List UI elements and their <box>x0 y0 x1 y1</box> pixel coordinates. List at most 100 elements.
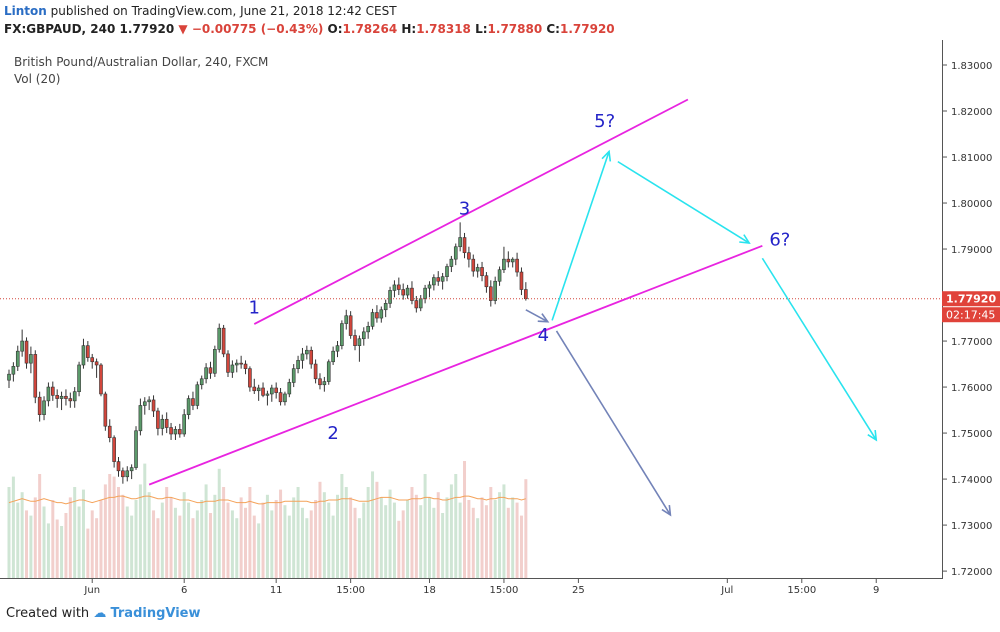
candle-body <box>475 267 480 272</box>
volume-bar <box>187 502 191 578</box>
candle-body <box>90 357 95 363</box>
volume-bar <box>152 510 156 578</box>
candle-body <box>77 364 81 392</box>
volume-bar <box>244 507 248 578</box>
candle <box>55 389 59 408</box>
projection-arrow[interactable] <box>617 160 751 245</box>
countdown-badge-bg <box>942 307 1000 323</box>
price-axis[interactable]: 1.830001.820001.810001.800001.790001.780… <box>942 61 992 578</box>
volume-bar <box>300 507 304 578</box>
candle <box>147 396 151 411</box>
candle <box>11 362 16 382</box>
candle <box>15 345 20 371</box>
candle-body <box>353 335 357 346</box>
candle <box>427 281 432 298</box>
candle <box>322 376 327 392</box>
candle <box>370 308 375 330</box>
x-tick-label: 9 <box>873 585 879 596</box>
volume-bar <box>274 500 278 578</box>
candle-body <box>357 338 362 346</box>
volume-bar <box>283 505 287 578</box>
candle-body <box>506 258 511 263</box>
candle-body <box>309 349 314 365</box>
candle-body <box>99 364 103 395</box>
volume-bar <box>252 515 256 578</box>
volume-bar <box>484 505 488 578</box>
volume-bar <box>222 487 226 578</box>
candle-body <box>107 425 112 438</box>
candle <box>239 355 243 369</box>
tradingview-brand[interactable]: TradingView <box>110 606 201 621</box>
candle-body <box>278 392 283 403</box>
candle <box>453 243 458 266</box>
candle <box>64 389 68 406</box>
candle-body <box>480 267 484 277</box>
projection-arrow[interactable] <box>555 330 672 517</box>
y-tick-label: 1.80000 <box>951 199 992 210</box>
volume-bar <box>81 489 85 578</box>
y-tick-label: 1.83000 <box>951 61 992 72</box>
price-badge: 1.77920 02:17:45 <box>942 291 1000 323</box>
candle <box>318 373 322 390</box>
volume-bar <box>436 492 440 578</box>
volume-bar <box>441 513 445 578</box>
candle-body <box>33 354 38 398</box>
projection-arrow[interactable] <box>761 257 878 442</box>
arrow-head <box>601 149 612 162</box>
chart-area[interactable]: 1 2 3 4 5? 6? 1.83000 1.82000 1.81000 1.80000 1.7… <box>0 40 1000 600</box>
price-chart[interactable]: 1 2 3 4 5? 6? 1.83000 1.82000 1.81000 1.80000 1.7… <box>0 40 1000 600</box>
volume-bar <box>217 468 221 578</box>
candle <box>125 466 130 482</box>
low-value: 1.77880 <box>487 22 543 36</box>
candle <box>234 359 239 373</box>
channel-lines[interactable] <box>148 98 763 486</box>
candle-body <box>11 366 16 375</box>
candle-body <box>300 353 305 361</box>
author-link[interactable]: Linton <box>4 4 47 18</box>
channel-upper-line[interactable] <box>253 98 689 325</box>
candle-body <box>116 461 121 472</box>
candle-body <box>287 382 292 395</box>
volume-bar <box>51 500 55 578</box>
candle <box>107 419 112 443</box>
time-axis[interactable]: Jun 6 11 15:00 18 15:00 25 Jul 15:00 9 <box>83 578 879 596</box>
candle <box>230 360 235 378</box>
candle-body <box>72 391 77 402</box>
channel-lower-line[interactable] <box>148 244 763 486</box>
candle <box>383 299 388 318</box>
candle <box>129 464 134 480</box>
candle <box>488 280 493 307</box>
volume-bar <box>445 497 449 578</box>
volume-bar <box>33 497 37 578</box>
projection-arrows[interactable] <box>525 149 878 517</box>
candle-body <box>195 384 200 406</box>
candle <box>283 391 287 406</box>
volume-bar <box>489 487 493 578</box>
x-tick-label: 18 <box>423 585 436 596</box>
candle-body <box>269 387 274 395</box>
candle <box>134 426 138 470</box>
volume-bar <box>90 510 94 578</box>
candle <box>497 266 502 286</box>
volume-bar <box>108 474 112 578</box>
candle-body <box>221 327 226 355</box>
candle-body <box>182 414 186 435</box>
candle-body <box>383 303 388 311</box>
volume-bar <box>147 492 151 578</box>
volume-bar <box>46 523 50 578</box>
volume-bar <box>99 500 103 578</box>
candle <box>20 329 24 357</box>
volume-bar <box>55 519 59 578</box>
candle-body <box>524 289 528 300</box>
volume-bar <box>419 505 423 578</box>
candle <box>348 311 353 339</box>
candle <box>151 395 156 417</box>
candle-body <box>173 429 178 435</box>
candle <box>24 337 29 369</box>
candle-body <box>230 364 235 373</box>
projection-arrow[interactable] <box>525 309 550 323</box>
candle-body <box>64 395 68 399</box>
candle <box>178 423 182 438</box>
candle <box>59 391 64 411</box>
projection-arrow[interactable] <box>551 149 612 321</box>
